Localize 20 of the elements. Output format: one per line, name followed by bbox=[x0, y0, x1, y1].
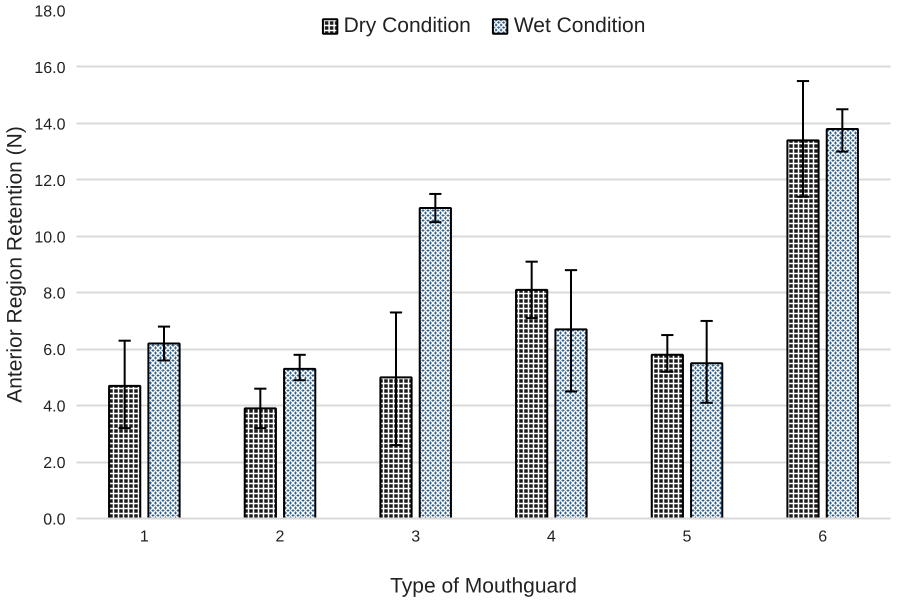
y-axis-title: Anterior Region Retention (N) bbox=[3, 126, 26, 403]
y-tick-label: 16.0 bbox=[34, 60, 66, 77]
x-tick-label: 1 bbox=[140, 528, 149, 546]
y-tick-label: 0.0 bbox=[43, 512, 66, 528]
y-tick-label: 10.0 bbox=[34, 229, 66, 246]
legend-label: Dry Condition bbox=[344, 14, 471, 38]
legend-label: Wet Condition bbox=[514, 14, 646, 38]
x-tick-label: 5 bbox=[682, 528, 692, 546]
y-tick-label: 12.0 bbox=[34, 172, 66, 190]
y-tick-label: 2.0 bbox=[43, 455, 66, 472]
x-tick-label: 4 bbox=[546, 528, 556, 546]
x-tick-label: 6 bbox=[818, 528, 828, 546]
x-tick-label: 3 bbox=[411, 528, 420, 546]
x-axis-title: Type of Mouthguard bbox=[390, 574, 577, 598]
y-tick-label: 6.0 bbox=[43, 342, 66, 360]
y-tick-label: 8.0 bbox=[43, 286, 66, 303]
y-tick-label: 18.0 bbox=[34, 4, 66, 20]
x-tick-label: 2 bbox=[276, 528, 285, 546]
y-tick-label: 4.0 bbox=[43, 398, 66, 416]
y-tick-label: 14.0 bbox=[34, 116, 66, 134]
